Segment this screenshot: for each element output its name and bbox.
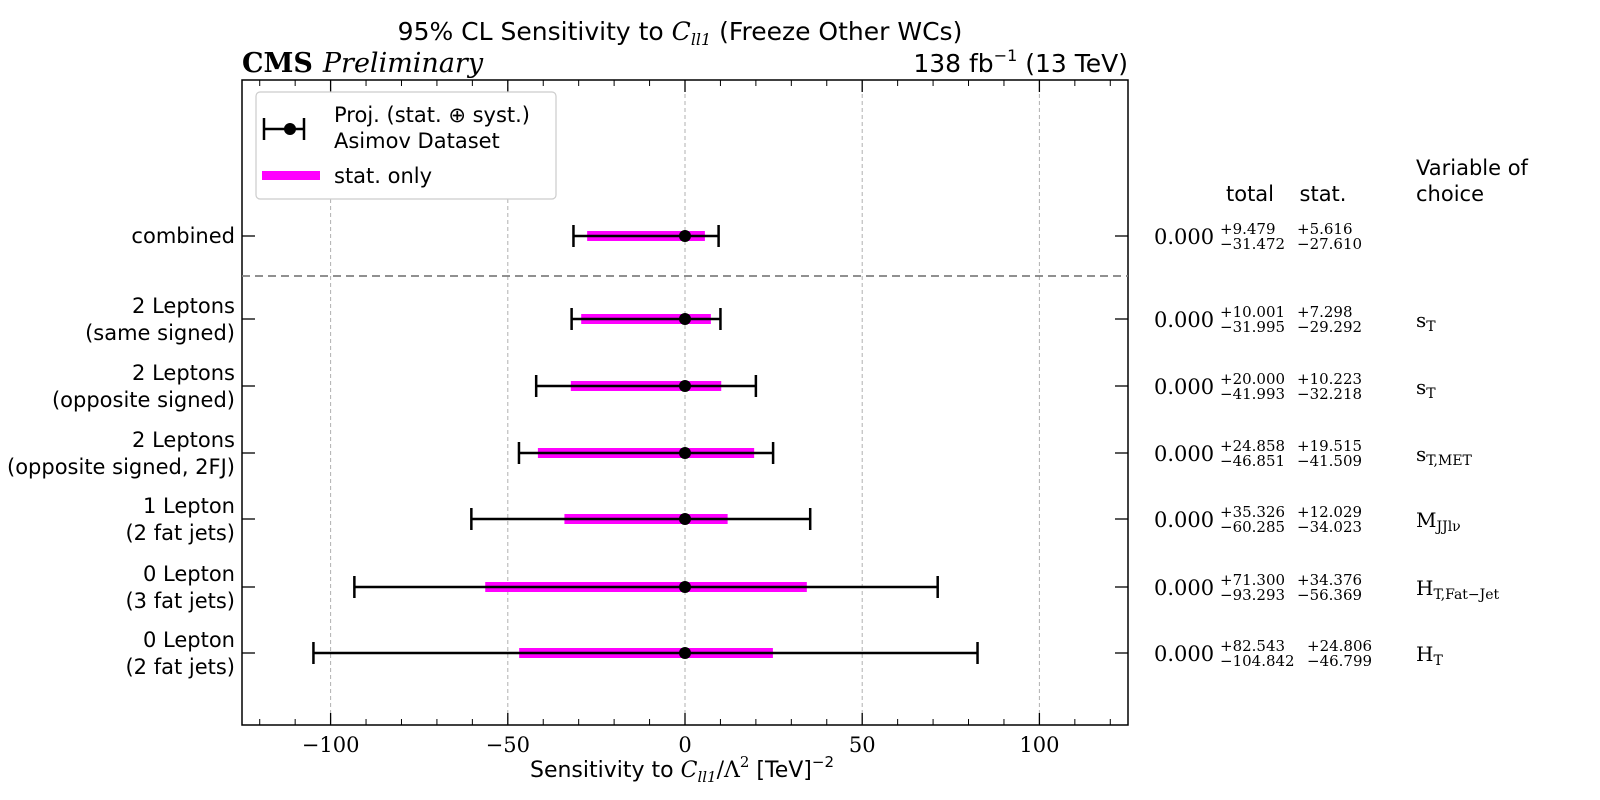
- table-stat-up: +19.515: [1297, 437, 1362, 455]
- chart-title: 95% CL Sensitivity to Cll1 (Freeze Other…: [398, 17, 963, 49]
- table-stat-down: −41.509: [1297, 452, 1362, 470]
- x-tick-label: −100: [302, 733, 360, 757]
- table-stat-up: +24.806: [1307, 637, 1372, 655]
- legend-label-proj: Proj. (stat. ⊕ syst.): [334, 103, 530, 127]
- table-variable: sT,MET: [1416, 442, 1473, 469]
- table-variable: HT,Fat−Jet: [1416, 576, 1500, 603]
- legend-label-stat: stat. only: [334, 164, 432, 188]
- central-value-point: [679, 447, 691, 459]
- legend-marker-errorbar: [262, 118, 306, 140]
- table-stat-up: +34.376: [1297, 571, 1362, 589]
- data-rows: combined 2 Leptons (same signed) 2 Leptons (…: [7, 224, 1128, 679]
- x-ticks: −100 −50 0 50 100: [259, 80, 1111, 757]
- central-value-point: [679, 513, 691, 525]
- experiment-name: CMS: [242, 48, 313, 79]
- x-axis-label: Sensitivity to Cll1/Λ2 [TeV]−2: [530, 753, 834, 786]
- table-total-down: −60.285: [1220, 518, 1285, 536]
- table-stat-up: +12.029: [1297, 503, 1362, 521]
- table-total-up: +71.300: [1220, 571, 1285, 589]
- legend: Proj. (stat. ⊕ syst.) Asimov Dataset sta…: [255, 91, 557, 200]
- row-sublabel: (same signed): [85, 321, 235, 345]
- legend-box: [255, 91, 557, 200]
- row-sublabel: (2 fat jets): [125, 521, 235, 545]
- table-variable: sT: [1416, 375, 1436, 402]
- table-stat-down: −34.023: [1297, 518, 1362, 536]
- header-stat: stat.: [1300, 182, 1347, 206]
- row-sublabel: (opposite signed): [52, 388, 235, 412]
- table-total-down: −31.472: [1220, 235, 1285, 253]
- table-stat-down: −46.799: [1307, 652, 1372, 670]
- row-sublabel: (opposite signed, 2FJ): [7, 455, 235, 479]
- table-total-up: +35.326: [1220, 503, 1285, 521]
- row-label: 2 Leptons: [132, 361, 235, 385]
- central-value-point: [679, 313, 691, 325]
- table-total-down: −31.995: [1220, 318, 1285, 336]
- table-variable: MJJlν: [1416, 508, 1461, 535]
- central-value-point: [679, 581, 691, 593]
- table-stat-down: −56.369: [1297, 586, 1362, 604]
- central-value-point: [679, 230, 691, 242]
- row-label: 2 Leptons: [132, 294, 235, 318]
- table-central-value: 0.000: [1154, 508, 1214, 532]
- status-label: Preliminary: [322, 48, 484, 79]
- table-total-down: −93.293: [1220, 586, 1285, 604]
- x-tick-label: −50: [486, 733, 530, 757]
- table-stat-up: +10.223: [1297, 370, 1362, 388]
- row-label: 2 Leptons: [132, 428, 235, 452]
- row-label: 0 Lepton: [143, 628, 235, 652]
- results-table: 0.000 +9.479−31.472 +5.616−27.610 0.000 +10.…: [1154, 220, 1500, 670]
- table-central-value: 0.000: [1154, 225, 1214, 249]
- table-central-value: 0.000: [1154, 642, 1214, 666]
- table-central-value: 0.000: [1154, 576, 1214, 600]
- table-central-value: 0.000: [1154, 442, 1214, 466]
- row-label: combined: [131, 224, 235, 248]
- lumi-label: 138 fb−1 (13 TeV): [913, 46, 1128, 78]
- table-stat-down: −29.292: [1297, 318, 1362, 336]
- legend-label-asimov: Asimov Dataset: [334, 129, 500, 153]
- table-central-value: 0.000: [1154, 375, 1214, 399]
- table-variable: HT: [1416, 642, 1443, 669]
- table-stat-down: −32.218: [1297, 385, 1362, 403]
- central-value-point: [679, 647, 691, 659]
- table-total-down: −104.842: [1220, 652, 1295, 670]
- table-central-value: 0.000: [1154, 308, 1214, 332]
- table-total-down: −46.851: [1220, 452, 1285, 470]
- header-variable-line1: Variable of: [1416, 156, 1529, 180]
- table-total-up: +10.001: [1220, 303, 1285, 321]
- header-variable-line2: choice: [1416, 182, 1484, 206]
- row-sublabel: (2 fat jets): [125, 655, 235, 679]
- experiment-label: CMS Preliminary: [242, 48, 484, 79]
- x-tick-label: 100: [1019, 733, 1059, 757]
- row-sublabel: (3 fat jets): [125, 589, 235, 613]
- x-tick-label: 0: [678, 733, 691, 757]
- table-total-up: +82.543: [1220, 637, 1285, 655]
- table-total-down: −41.993: [1220, 385, 1285, 403]
- row-label: 0 Lepton: [143, 562, 235, 586]
- row-label: 1 Lepton: [143, 494, 235, 518]
- table-variable: sT: [1416, 308, 1436, 335]
- header-total: total: [1226, 182, 1274, 206]
- table-stat-down: −27.610: [1297, 235, 1362, 253]
- legend-marker-stat: [262, 171, 320, 180]
- x-tick-label: 50: [849, 733, 876, 757]
- table-total-up: +9.479: [1220, 220, 1276, 238]
- central-value-point: [679, 380, 691, 392]
- table-stat-up: +7.298: [1297, 303, 1353, 321]
- table-total-up: +20.000: [1220, 370, 1285, 388]
- table-stat-up: +5.616: [1297, 220, 1353, 238]
- table-total-up: +24.858: [1220, 437, 1285, 455]
